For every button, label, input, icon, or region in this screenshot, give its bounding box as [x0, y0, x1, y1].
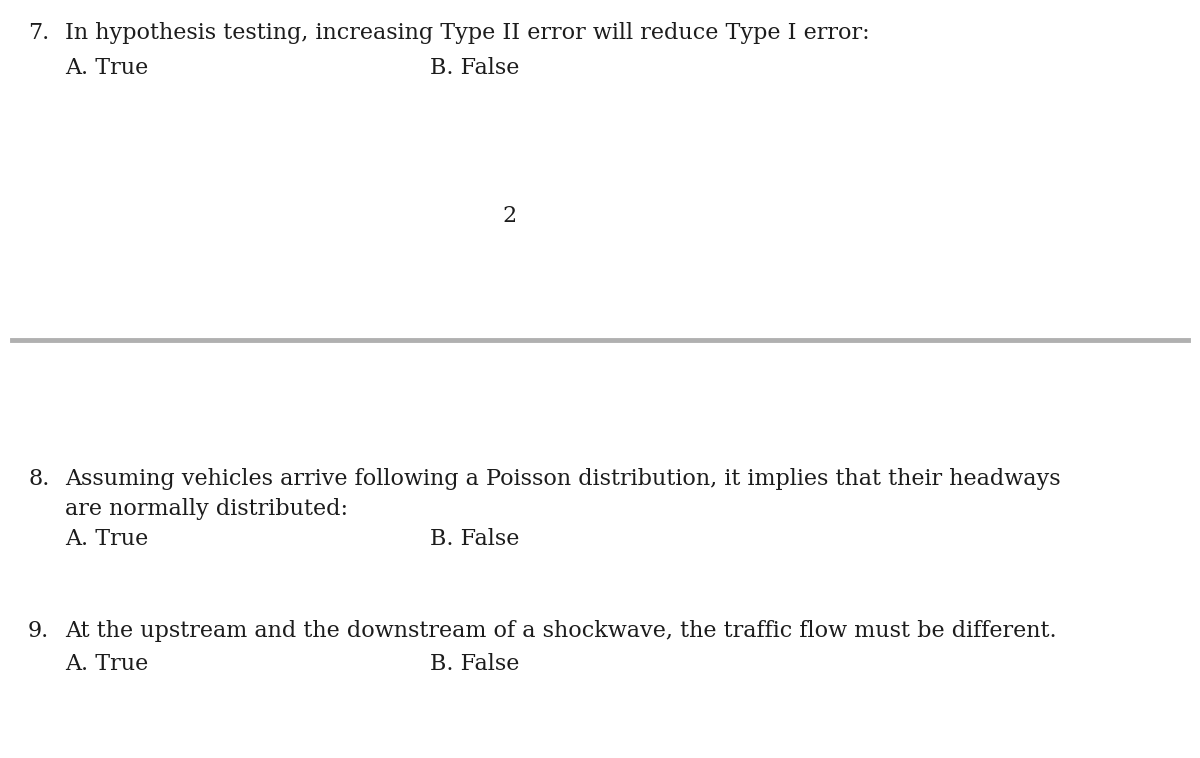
Text: 7.: 7. [28, 22, 49, 44]
Text: At the upstream and the downstream of a shockwave, the traffic flow must be diff: At the upstream and the downstream of a … [65, 620, 1057, 642]
Text: 9.: 9. [28, 620, 49, 642]
Text: A. True: A. True [65, 653, 149, 675]
Text: In hypothesis testing, increasing Type II error will reduce Type I error:: In hypothesis testing, increasing Type I… [65, 22, 870, 44]
Text: A. True: A. True [65, 57, 149, 79]
Text: 2: 2 [503, 205, 517, 227]
Text: Assuming vehicles arrive following a Poisson distribution, it implies that their: Assuming vehicles arrive following a Poi… [65, 468, 1061, 490]
Text: A. True: A. True [65, 528, 149, 550]
Text: are normally distributed:: are normally distributed: [65, 498, 348, 520]
Text: 8.: 8. [28, 468, 49, 490]
Text: B. False: B. False [430, 57, 520, 79]
Text: B. False: B. False [430, 528, 520, 550]
Text: B. False: B. False [430, 653, 520, 675]
